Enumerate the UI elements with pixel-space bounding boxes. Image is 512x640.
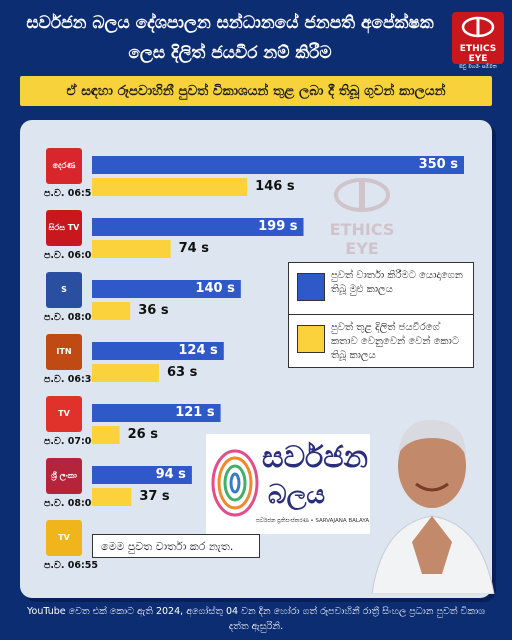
channel-time: ප.ව. 07:00 bbox=[44, 436, 99, 447]
channel-2: S ප.ව. 08:00 bbox=[44, 272, 99, 323]
footer-note: YouTube වෙත එක් කොට ඇති 2024, අගෝස්තු 04… bbox=[26, 606, 486, 632]
value-label-dilith-4: 26 s bbox=[127, 427, 158, 442]
header-title: සර්වජන බලය දේශපාලන සන්ධානයේ ජනපති අපේක්ෂ… bbox=[26, 13, 434, 63]
icon-siyatha-logo: TV bbox=[46, 396, 82, 432]
value-label-dilith-2: 36 s bbox=[138, 303, 169, 318]
no-news-note: මෙම පුවත වාර්තා කර නැත. bbox=[92, 534, 260, 558]
legend-swatch-dilith bbox=[297, 325, 325, 353]
channel-time: ප.ව. 06:55 bbox=[44, 560, 99, 571]
channel-6: TV ප.ව. 06:55 bbox=[44, 520, 99, 571]
icon-sirasa-logo: සිරස TV bbox=[46, 210, 82, 246]
logo-word-sarvajana: සර්වජන bbox=[262, 440, 368, 475]
channel-1: සිරස TV ප.ව. 06:00 bbox=[44, 210, 99, 261]
watermark-text: ETHICS EYE bbox=[329, 220, 395, 258]
eye-icon bbox=[461, 16, 495, 38]
channel-time: ප.ව. 06:30 bbox=[44, 374, 99, 385]
value-label-dilith-5: 37 s bbox=[139, 489, 170, 504]
channel-5: ශ්‍රී ලංකා ප.ව. 08:00 bbox=[44, 458, 99, 509]
sarvajana-balaya-logo: සර්වජන බලය සර්වජන ප්‍රතිසංස්කරණ • SARVAJ… bbox=[206, 434, 370, 534]
value-label-dilith-3: 63 s bbox=[166, 365, 198, 380]
logo-word-balaya: බලය bbox=[268, 480, 326, 510]
channel-3: ITN ප.ව. 06:30 bbox=[44, 334, 99, 385]
fingerprint-icon bbox=[211, 449, 259, 517]
logo-subtext: සර්වජන ප්‍රතිසංස්කරණ • SARVAJANA BALAYA bbox=[256, 518, 370, 524]
channel-time: ප.ව. 08:00 bbox=[44, 312, 99, 323]
icon-derana-logo: දෙරණ bbox=[46, 148, 82, 184]
subtitle-bar: ඒ සඳහා රූපවාහිනී පුවත් විකාශයන් තුළ ලබා … bbox=[20, 76, 492, 106]
channel-time: ප.ව. 06:00 bbox=[44, 250, 99, 261]
logo-subtext: සිවු මහමං සම්මත bbox=[459, 64, 497, 70]
value-label-total-4: 121 s bbox=[175, 405, 215, 420]
icon-rupavahini-logo: ශ්‍රී ලංකා bbox=[46, 458, 82, 494]
watermark-eye-icon bbox=[334, 178, 390, 212]
channel-time: ප.ව. 06:55 bbox=[44, 188, 99, 199]
channel-0: දෙරණ ප.ව. 06:55 bbox=[44, 148, 99, 199]
legend-swatch-total bbox=[297, 273, 325, 301]
value-label-dilith-0: 146 s bbox=[255, 179, 295, 194]
candidate-photo bbox=[371, 419, 495, 594]
value-label-total-2: 140 s bbox=[195, 281, 235, 296]
icon-hiru-logo: TV bbox=[46, 520, 82, 556]
legend-item-total: පුවත් වාර්තා කිරීමට යොදාගෙන තිබූ මුළු කා… bbox=[288, 262, 474, 316]
legend-label-total: පුවත් වාර්තා කිරීමට යොදාගෙන තිබූ මුළු කා… bbox=[331, 270, 463, 295]
icon-itn-logo: ITN bbox=[46, 334, 82, 370]
value-label-total-1: 199 s bbox=[258, 219, 298, 234]
legend-item-dilith: පුවත් තුළ දිලිත් ජයවීරගේ කතාව වෙනුවෙන් ව… bbox=[288, 314, 474, 368]
legend-label-dilith: පුවත් තුළ දිලිත් ජයවීරගේ කතාව වෙනුවෙන් ව… bbox=[331, 322, 460, 361]
channel-time: ප.ව. 08:00 bbox=[44, 498, 99, 509]
value-label-total-0: 350 s bbox=[418, 157, 458, 172]
value-label-total-3: 124 s bbox=[178, 343, 218, 358]
icon-swarnavahini-logo: S bbox=[46, 272, 82, 308]
ethics-eye-watermark: ETHICS EYE bbox=[312, 176, 412, 258]
value-label-total-5: 94 s bbox=[155, 467, 186, 482]
value-label-dilith-1: 74 s bbox=[178, 241, 209, 256]
ethics-eye-logo: ETHICS EYE සිවු මහමං සම්මත bbox=[452, 12, 504, 70]
channel-4: TV ප.ව. 07:00 bbox=[44, 396, 99, 447]
logo-text: ETHICS EYE bbox=[459, 44, 497, 64]
